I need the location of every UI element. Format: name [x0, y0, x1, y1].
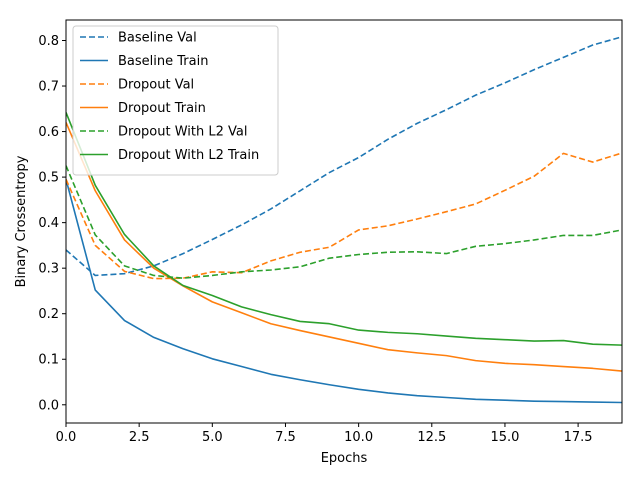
series-line-dropout-with-l2-val	[66, 165, 622, 279]
y-tick-label: 0.8	[38, 34, 59, 49]
y-axis-title: Binary Crossentropy	[14, 155, 29, 287]
series-lines	[66, 36, 622, 404]
series-line-baseline-train	[66, 179, 622, 404]
legend-label-dropout-val: Dropout Val	[118, 78, 194, 93]
x-tick-label: 12.5	[417, 430, 446, 445]
x-tick-label: 10.0	[344, 430, 373, 445]
x-tick-label: 17.5	[564, 430, 593, 445]
legend-box	[72, 25, 279, 176]
axis-ticks: 0.0 2.5 5.0 7.5 10.0 12.5 15.0 17.5 0.0 0.1 0.2 0.3…	[38, 34, 592, 445]
legend-label-dropout-with-l2-val: Dropout With L2 Val	[118, 125, 247, 140]
legend-label-baseline-val: Baseline Val	[118, 31, 197, 46]
x-tick-label: 5.0	[202, 430, 223, 445]
x-tick-label: 7.5	[275, 430, 296, 445]
x-tick-label: 2.5	[129, 430, 150, 445]
y-tick-label: 0.5	[38, 171, 59, 186]
series-line-dropout-val	[66, 152, 622, 280]
y-tick-label: 0.7	[38, 80, 59, 95]
x-axis-title: Epochs	[321, 451, 368, 466]
series-line-dropout-with-l2-train	[66, 112, 622, 346]
series-line-baseline-val	[66, 36, 622, 277]
legend-label-baseline-train: Baseline Train	[118, 54, 208, 69]
y-tick-label: 0.4	[38, 216, 59, 231]
legend: Baseline Val Baseline Train Dropout Val Dro…	[72, 25, 279, 176]
y-tick-label: 0.2	[38, 307, 59, 322]
y-tick-label: 0.6	[38, 125, 59, 140]
legend-entries: Baseline Val Baseline Train Dropout Val Dro…	[80, 31, 259, 163]
series-line-dropout-train	[66, 122, 622, 372]
x-tick-label: 0.0	[56, 430, 77, 445]
y-tick-label: 0.0	[38, 398, 59, 413]
legend-label-dropout-with-l2-train: Dropout With L2 Train	[118, 148, 259, 163]
y-tick-label: 0.3	[38, 262, 59, 277]
plot-frame	[65, 19, 623, 424]
legend-label-dropout-train: Dropout Train	[118, 101, 206, 116]
x-tick-label: 15.0	[490, 430, 519, 445]
y-tick-label: 0.1	[38, 353, 59, 368]
